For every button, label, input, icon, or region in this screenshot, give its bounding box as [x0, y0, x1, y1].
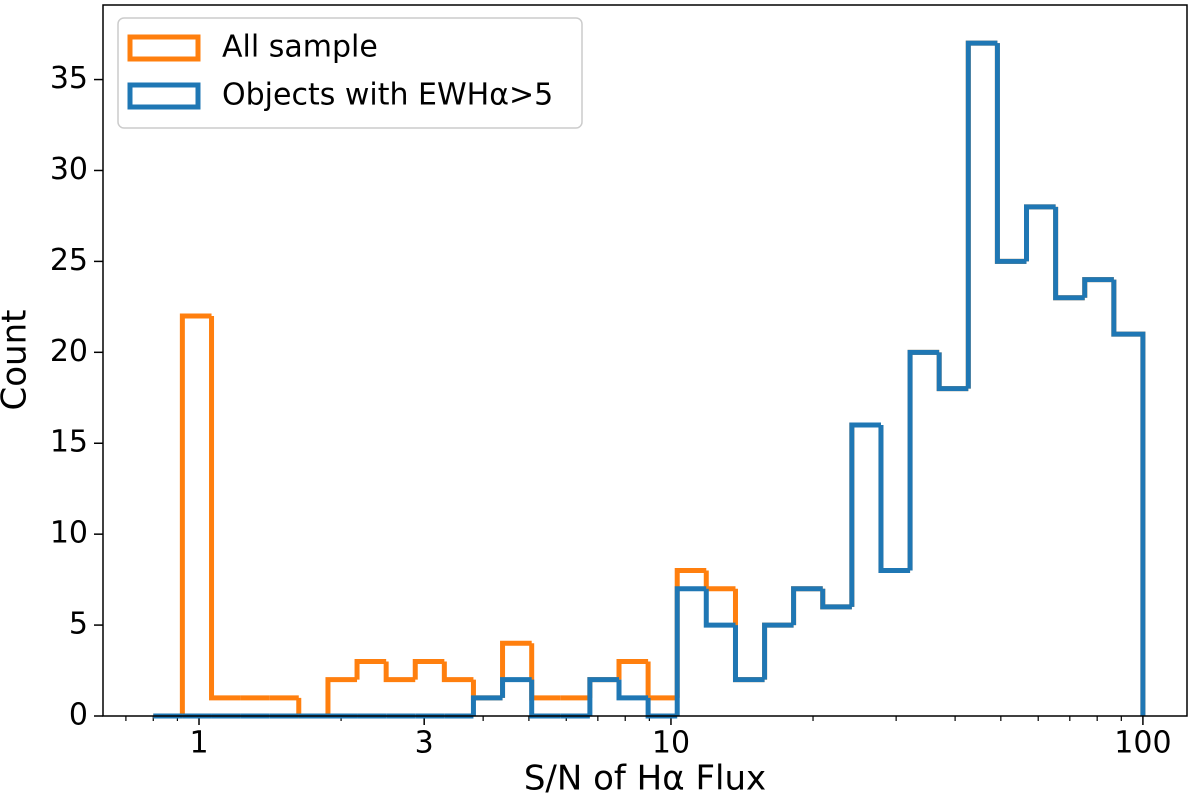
histogram-step: [732, 588, 765, 683]
histogram-step: [936, 352, 969, 392]
histogram-step: [296, 697, 328, 719]
histogram-step: [1024, 204, 1056, 262]
histogram-step: [470, 695, 503, 716]
histogram-step: [936, 352, 969, 392]
histogram-step: [209, 315, 241, 701]
plot-frame: [102, 4, 1188, 717]
histogram-step: [529, 643, 561, 701]
histogram-step: [1111, 279, 1146, 716]
y-tick-label: 15: [50, 425, 88, 460]
legend-swatch: [127, 82, 201, 110]
histogram-step: [383, 661, 416, 683]
histogram-step: [849, 422, 881, 607]
y-tick-label: 20: [50, 334, 88, 369]
histogram-step: [1053, 206, 1085, 301]
histogram-step: [645, 661, 678, 701]
histogram-step: [645, 697, 678, 719]
x-tick-label: 10: [652, 726, 690, 761]
x-tick-label: 1: [189, 726, 208, 761]
histogram-step: [1082, 277, 1114, 298]
histogram-step: [441, 661, 474, 683]
histogram-step: [849, 422, 881, 607]
histogram-step: [500, 677, 532, 698]
histogram-step: [878, 425, 911, 574]
histogram-step: [820, 588, 852, 610]
histogram-step: [994, 43, 1027, 264]
histogram-step: [587, 677, 620, 716]
histogram-step: [354, 658, 387, 680]
histogram-step: [965, 40, 998, 389]
histogram-step: [820, 588, 852, 610]
legend-label: Objects with EWHα>5: [222, 78, 553, 113]
histogram-step: [762, 622, 794, 680]
y-tick-label: 25: [50, 243, 88, 278]
legend-box: [117, 17, 583, 129]
histogram-step: [674, 586, 707, 716]
histogram-step: [732, 625, 765, 683]
histogram-step: [878, 425, 911, 574]
y-tick-label: 5: [69, 607, 88, 642]
x-tick-label: 3: [415, 726, 434, 761]
histogram-step: [791, 586, 823, 626]
histogram-step: [762, 622, 794, 680]
histogram-step: [1024, 204, 1056, 262]
histogram-step: [412, 658, 445, 680]
y-tick-label: 0: [69, 698, 88, 733]
histogram-step: [1111, 279, 1146, 716]
histogram-step: [907, 349, 940, 571]
legend-label: All sample: [222, 30, 378, 65]
histogram-step: [791, 586, 823, 626]
histogram-step: [616, 679, 649, 701]
histogram-step: [500, 640, 532, 698]
histogram-step: [325, 677, 358, 716]
histogram-step: [587, 677, 620, 698]
y-tick-label: 10: [50, 516, 88, 551]
histogram-step: [1082, 277, 1114, 298]
legend-swatch: [127, 34, 201, 62]
y-tick-label: 35: [50, 61, 88, 96]
histogram-step: [703, 588, 736, 628]
histogram-step: [616, 658, 649, 680]
histogram-step: [703, 570, 736, 592]
histogram-step: [907, 349, 940, 571]
histogram-step: [1053, 206, 1085, 301]
y-tick-label: 30: [50, 152, 88, 187]
histogram-step: [994, 43, 1027, 264]
y-axis-label: Count: [0, 310, 35, 411]
x-axis-label: S/N of Hα Flux: [524, 759, 766, 799]
histogram-step: [965, 40, 998, 389]
x-tick-label: 100: [1114, 726, 1171, 761]
histogram-step: [179, 313, 212, 716]
histogram-step: [470, 679, 503, 701]
